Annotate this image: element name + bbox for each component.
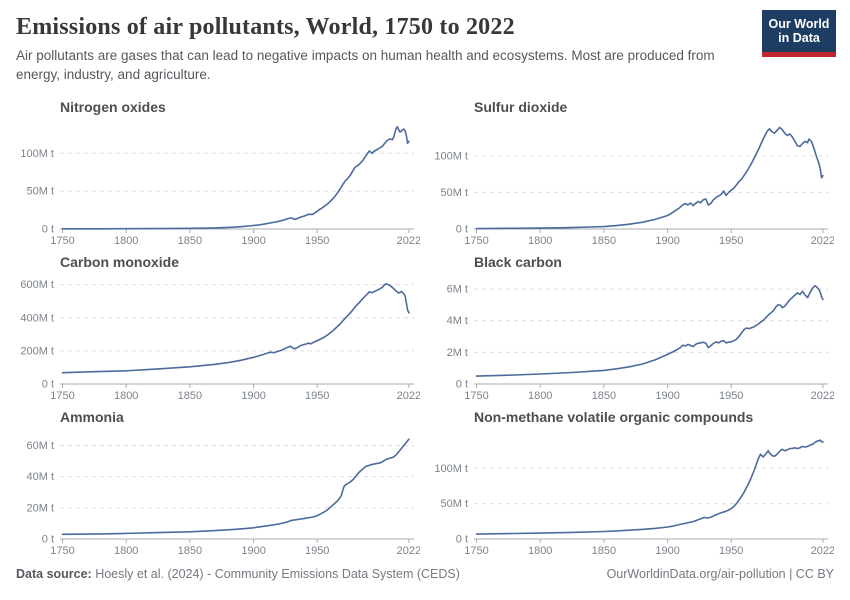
data-source: Data source: Hoesly et al. (2024) - Comm… <box>16 567 460 581</box>
svg-text:100M t: 100M t <box>434 463 468 475</box>
svg-text:1750: 1750 <box>50 390 74 402</box>
owid-logo-line2: in Data <box>778 31 820 46</box>
header: Emissions of air pollutants, World, 1750… <box>16 10 836 84</box>
line-chart-black-carbon: 0 t 2M t 4M t 6M t 1750 1800 1850 1900 1950 2022 <box>447 284 834 402</box>
svg-text:1950: 1950 <box>719 545 743 557</box>
data-source-label: Data source: <box>16 567 92 582</box>
svg-text:0 t: 0 t <box>42 224 54 236</box>
line-chart-ammonia: 0 t 20M t 40M t 60M t 1750 1800 1850 1900 1950 20… <box>26 438 420 557</box>
data-source-text: Hoesly et al. (2024) - Community Emissio… <box>91 567 460 582</box>
svg-text:1950: 1950 <box>719 235 743 247</box>
svg-text:1750: 1750 <box>50 235 74 247</box>
chart-title-carbon-monoxide: Carbon monoxide <box>60 254 180 271</box>
svg-text:1950: 1950 <box>305 545 329 557</box>
svg-text:1850: 1850 <box>592 390 616 402</box>
svg-text:200M t: 200M t <box>20 346 54 358</box>
svg-text:2022: 2022 <box>397 235 420 247</box>
svg-text:1950: 1950 <box>305 390 329 402</box>
page-subtitle: Air pollutants are gases that can lead t… <box>16 48 715 83</box>
svg-text:0 t: 0 t <box>42 379 54 391</box>
owid-logo-accent-bar <box>762 51 836 57</box>
chart-panel-sulfur-dioxide: Sulfur dioxide 0 t 50M t 100M t 1750 1800 185… <box>430 93 834 248</box>
svg-text:40M t: 40M t <box>26 471 54 483</box>
svg-text:2022: 2022 <box>811 235 834 247</box>
chart-panel-nmvoc: Non-methane volatile organic compounds 0… <box>430 403 834 558</box>
svg-text:1750: 1750 <box>464 545 488 557</box>
svg-text:1800: 1800 <box>528 235 552 247</box>
svg-text:1800: 1800 <box>114 545 138 557</box>
svg-text:2022: 2022 <box>811 545 834 557</box>
svg-text:1900: 1900 <box>241 545 265 557</box>
citation-url: OurWorldinData.org/air-pollution | CC BY <box>606 567 834 582</box>
chart-title-ammonia: Ammonia <box>60 409 124 426</box>
svg-text:1850: 1850 <box>178 545 202 557</box>
chart-panel-carbon-monoxide: Carbon monoxide 0 t 200M t 400M t 600M t 175… <box>16 248 420 403</box>
line-chart-carbon-monoxide: 0 t 200M t 400M t 600M t 1750 1800 1850 1900 195… <box>20 279 420 402</box>
svg-text:100M t: 100M t <box>20 148 54 160</box>
page-title: Emissions of air pollutants, World, 1750… <box>16 14 515 40</box>
charts-grid: Nitrogen oxides 0 t 50M t 100M t 1750 1800 18… <box>16 93 834 558</box>
line-chart-nmvoc: 0 t 50M t 100M t 1750 1800 1850 1900 1950 2022 <box>434 439 834 557</box>
svg-text:1750: 1750 <box>464 235 488 247</box>
svg-text:1750: 1750 <box>50 545 74 557</box>
chart-title-nitrogen-oxides: Nitrogen oxides <box>60 99 166 116</box>
svg-text:1900: 1900 <box>241 390 265 402</box>
svg-text:2022: 2022 <box>811 390 834 402</box>
svg-text:600M t: 600M t <box>20 279 54 291</box>
svg-text:20M t: 20M t <box>26 503 54 515</box>
svg-text:1850: 1850 <box>178 390 202 402</box>
owid-logo: Our World in Data <box>762 10 836 57</box>
svg-text:6M t: 6M t <box>447 284 468 296</box>
svg-text:50M t: 50M t <box>440 499 468 511</box>
line-chart-sulfur-dioxide: 0 t 50M t 100M t 1750 1800 1850 1900 1950 2022 <box>434 126 834 247</box>
footer: Data source: Hoesly et al. (2024) - Comm… <box>16 567 834 581</box>
svg-text:1900: 1900 <box>655 390 679 402</box>
svg-text:0 t: 0 t <box>456 534 468 546</box>
svg-text:1850: 1850 <box>178 235 202 247</box>
svg-text:1800: 1800 <box>114 235 138 247</box>
svg-text:4M t: 4M t <box>447 316 468 328</box>
chart-panel-nitrogen-oxides: Nitrogen oxides 0 t 50M t 100M t 1750 1800 18… <box>16 93 420 248</box>
svg-text:0 t: 0 t <box>456 224 468 236</box>
owid-logo-box: Our World in Data <box>762 10 836 52</box>
owid-logo-line1: Our World <box>768 17 830 31</box>
svg-text:50M t: 50M t <box>440 187 468 199</box>
chart-panel-black-carbon: Black carbon 0 t 2M t 4M t 6M t 1750 1800 1850… <box>430 248 834 403</box>
chart-title-nmvoc: Non-methane volatile organic compounds <box>474 409 754 426</box>
line-chart-nitrogen-oxides: 0 t 50M t 100M t 1750 1800 1850 1900 1950 2022 <box>20 126 420 247</box>
svg-text:0 t: 0 t <box>456 379 468 391</box>
svg-text:1800: 1800 <box>528 545 552 557</box>
svg-text:1900: 1900 <box>655 545 679 557</box>
svg-text:1950: 1950 <box>719 390 743 402</box>
svg-text:2M t: 2M t <box>447 347 468 359</box>
svg-text:2022: 2022 <box>397 390 420 402</box>
svg-text:0 t: 0 t <box>42 534 54 546</box>
svg-text:1850: 1850 <box>592 235 616 247</box>
svg-text:50M t: 50M t <box>26 186 54 198</box>
chart-title-black-carbon: Black carbon <box>474 254 562 271</box>
svg-text:60M t: 60M t <box>26 440 54 452</box>
svg-text:1950: 1950 <box>305 235 329 247</box>
svg-text:1900: 1900 <box>655 235 679 247</box>
svg-text:1800: 1800 <box>528 390 552 402</box>
svg-text:400M t: 400M t <box>20 313 54 325</box>
svg-text:100M t: 100M t <box>434 151 468 163</box>
svg-text:1900: 1900 <box>241 235 265 247</box>
svg-text:1750: 1750 <box>464 390 488 402</box>
chart-title-sulfur-dioxide: Sulfur dioxide <box>474 99 568 116</box>
svg-text:1800: 1800 <box>114 390 138 402</box>
chart-panel-ammonia: Ammonia 0 t 20M t 40M t 60M t 1750 1800 1850 19… <box>16 403 420 558</box>
svg-text:1850: 1850 <box>592 545 616 557</box>
svg-text:2022: 2022 <box>397 545 420 557</box>
